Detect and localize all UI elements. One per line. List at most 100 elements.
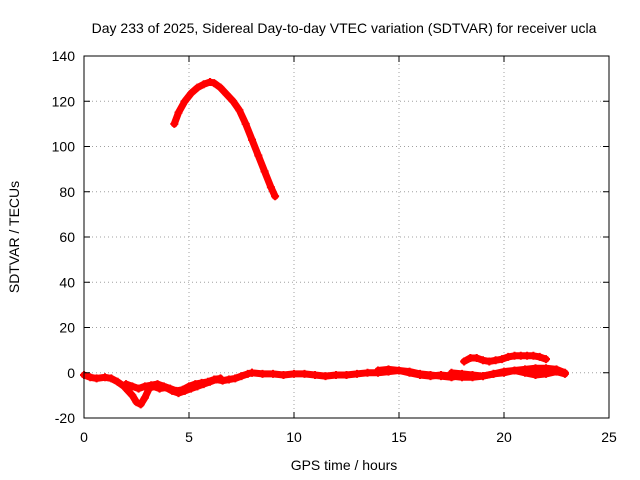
data-series [80,78,569,409]
data-point [132,398,141,407]
data-point [472,354,481,363]
data-point [178,385,187,394]
data-point [166,384,175,393]
chart-title: Day 233 of 2025, Sidereal Day-to-day VTE… [92,20,597,36]
data-point [237,372,246,381]
data-point [86,373,95,382]
x-tick-label: 20 [496,429,512,445]
data-point [191,380,200,389]
data-point [122,380,130,389]
data-point [497,355,506,364]
data-point [447,368,456,377]
data-point [521,368,529,377]
data-point [405,368,414,377]
data-point [172,386,181,395]
axis-ticks: -20 0 20 40 60 80 100 120 140 0 5 10 15 20 25 [52,48,617,445]
data-point [185,382,193,391]
data-point [266,183,275,192]
data-point [458,369,466,378]
series-upper-band-right [460,351,550,366]
data-point [321,372,330,381]
data-point [107,374,116,383]
data-point [395,366,403,375]
data-point [535,352,544,361]
data-point [180,97,189,106]
data-point [552,367,561,376]
data-point [279,371,288,380]
data-point [140,393,149,402]
data-point [199,80,208,89]
data-point [510,366,519,375]
data-point [542,369,550,378]
data-point [489,369,498,378]
data-point [542,355,550,364]
data-point [363,368,372,377]
data-point [332,371,340,380]
series-low-band-c [248,366,466,382]
data-point [491,356,500,365]
data-point [193,83,202,92]
data-point [485,357,494,366]
data-point [140,382,149,391]
x-tick-label: 15 [391,429,407,445]
data-point [222,90,231,99]
data-point [468,371,477,380]
data-point [174,108,183,117]
data-point [311,371,319,380]
data-point [216,374,225,383]
series-low-band-b [122,374,225,395]
data-point [92,374,101,383]
series-low-band-e [447,366,569,381]
data-point [170,119,179,128]
y-tick-label: 60 [59,229,75,245]
data-point [560,369,569,378]
data-point [290,369,298,378]
x-tick-label: 5 [185,429,193,445]
y-tick-label: 0 [67,365,75,381]
x-tick-label: 25 [601,429,617,445]
data-point [113,377,122,386]
data-point [384,365,393,374]
data-point [229,97,238,106]
data-point [531,371,540,380]
data-point [248,135,256,144]
data-point [426,372,435,381]
data-point [416,371,424,380]
data-point [224,375,233,384]
data-point [241,119,250,128]
data-point [479,372,487,381]
y-tick-label: 120 [52,93,76,109]
data-point [500,367,508,376]
x-tick-label: 0 [80,429,88,445]
data-point [504,352,513,361]
data-point [531,364,540,373]
y-tick-label: 20 [59,320,75,336]
data-point [101,373,109,382]
data-point [300,369,309,378]
y-tick-label: 80 [59,184,75,200]
plot-frame [83,55,610,419]
data-point [235,106,244,115]
data-point [271,192,280,201]
data-point [159,382,168,391]
data-point [210,79,219,88]
data-point [269,369,277,378]
data-point [342,371,351,380]
y-tick-label: -20 [55,410,75,426]
series-line [170,78,279,200]
data-point [248,368,256,377]
data-point [136,400,145,409]
data-point [437,371,445,380]
data-point [460,357,469,366]
data-point [134,384,143,393]
y-axis-label: SDTVAR / TECUs [6,181,22,293]
data-point [374,366,382,375]
y-tick-label: 140 [52,48,76,64]
data-point [203,377,212,386]
x-tick-label: 10 [286,429,302,445]
data-point [479,356,487,365]
grid-lines [84,56,609,418]
data-point [128,382,137,391]
series-arc-high [170,78,280,201]
